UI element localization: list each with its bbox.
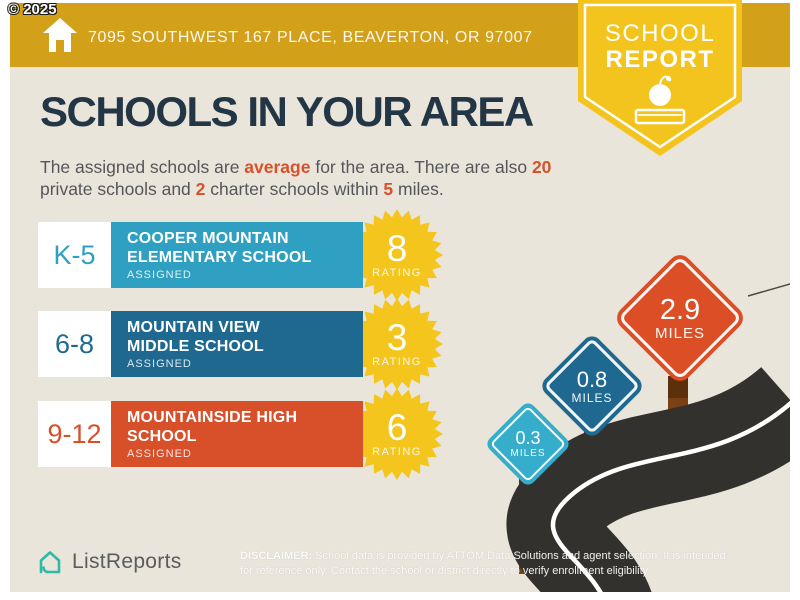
school-name-bar: MOUNTAIN VIEW MIDDLE SCHOOL ASSIGNED	[111, 311, 363, 377]
badge-word-report: REPORT	[605, 46, 715, 73]
grade-range-box: 9-12	[38, 401, 111, 467]
horizon-line	[747, 283, 790, 297]
school-name: MOUNTAIN VIEW MIDDLE SCHOOL	[127, 319, 264, 355]
assigned-label: ASSIGNED	[127, 358, 192, 370]
intro-text: The assigned schools are average for the…	[40, 156, 552, 199]
distance-value: 2.9	[659, 293, 701, 326]
rating-value: 6	[386, 407, 408, 448]
rating-value: 3	[386, 317, 408, 358]
apple-book-icon	[634, 75, 686, 125]
distance-sign-mid: 0.8 MILES	[538, 332, 646, 440]
starburst-rating-badge: 8 RATING	[351, 209, 443, 301]
disclaimer-text: DISCLAIMER: School data is provided by A…	[240, 550, 726, 577]
distance-sign-far: 2.9 MILES	[612, 250, 748, 386]
page-title: SCHOOLS IN YOUR AREA	[40, 88, 534, 135]
home-icon	[43, 18, 77, 52]
starburst-rating-badge: 3 RATING	[351, 298, 443, 390]
highlight-average: average	[244, 156, 311, 177]
highlight-private-count: 20	[531, 156, 552, 177]
badge-shape	[578, 0, 742, 156]
school-report-badge: SCHOOL REPORT	[578, 0, 742, 160]
rating-label: RATING	[372, 446, 422, 458]
distance-value: 0.3	[515, 428, 541, 448]
school-name: MOUNTAINSIDE HIGH SCHOOL	[127, 409, 298, 445]
highlight-charter-count: 2	[195, 178, 206, 199]
grade-range-box: K-5	[38, 222, 111, 288]
grade-range: K-5	[53, 239, 96, 270]
distance-value: 0.8	[576, 366, 608, 392]
property-address: 7095 SOUTHWEST 167 PLACE, BEAVERTON, OR …	[88, 29, 533, 46]
disclaimer-label: DISCLAIMER:	[240, 550, 313, 562]
rating-label: RATING	[372, 356, 422, 368]
badge-word-school: SCHOOL	[604, 20, 716, 47]
rating-value: 8	[386, 228, 408, 269]
starburst-rating-badge: 6 RATING	[351, 388, 443, 480]
school-name-bar: MOUNTAINSIDE HIGH SCHOOL ASSIGNED	[111, 401, 363, 467]
brand-name: ListReports	[72, 550, 182, 573]
grade-range: 6-8	[54, 328, 95, 359]
highlight-miles-count: 5	[383, 178, 394, 199]
assigned-label: ASSIGNED	[127, 448, 192, 460]
listreports-logo-icon	[39, 551, 61, 574]
road-illustration	[507, 283, 790, 592]
miles-label: MILES	[510, 448, 546, 459]
listreports-logo: ListReports	[36, 548, 182, 576]
miles-label: MILES	[571, 390, 613, 405]
miles-label: MILES	[654, 324, 705, 342]
assigned-label: ASSIGNED	[127, 269, 192, 281]
school-name: COOPER MOUNTAIN ELEMENTARY SCHOOL	[127, 230, 312, 266]
copyright-watermark: © 2025	[8, 1, 57, 18]
grade-range: 9-12	[47, 418, 102, 449]
rating-label: RATING	[372, 267, 422, 279]
school-name-bar: COOPER MOUNTAIN ELEMENTARY SCHOOL ASSIGN…	[111, 222, 363, 288]
grade-range-box: 6-8	[38, 311, 111, 377]
